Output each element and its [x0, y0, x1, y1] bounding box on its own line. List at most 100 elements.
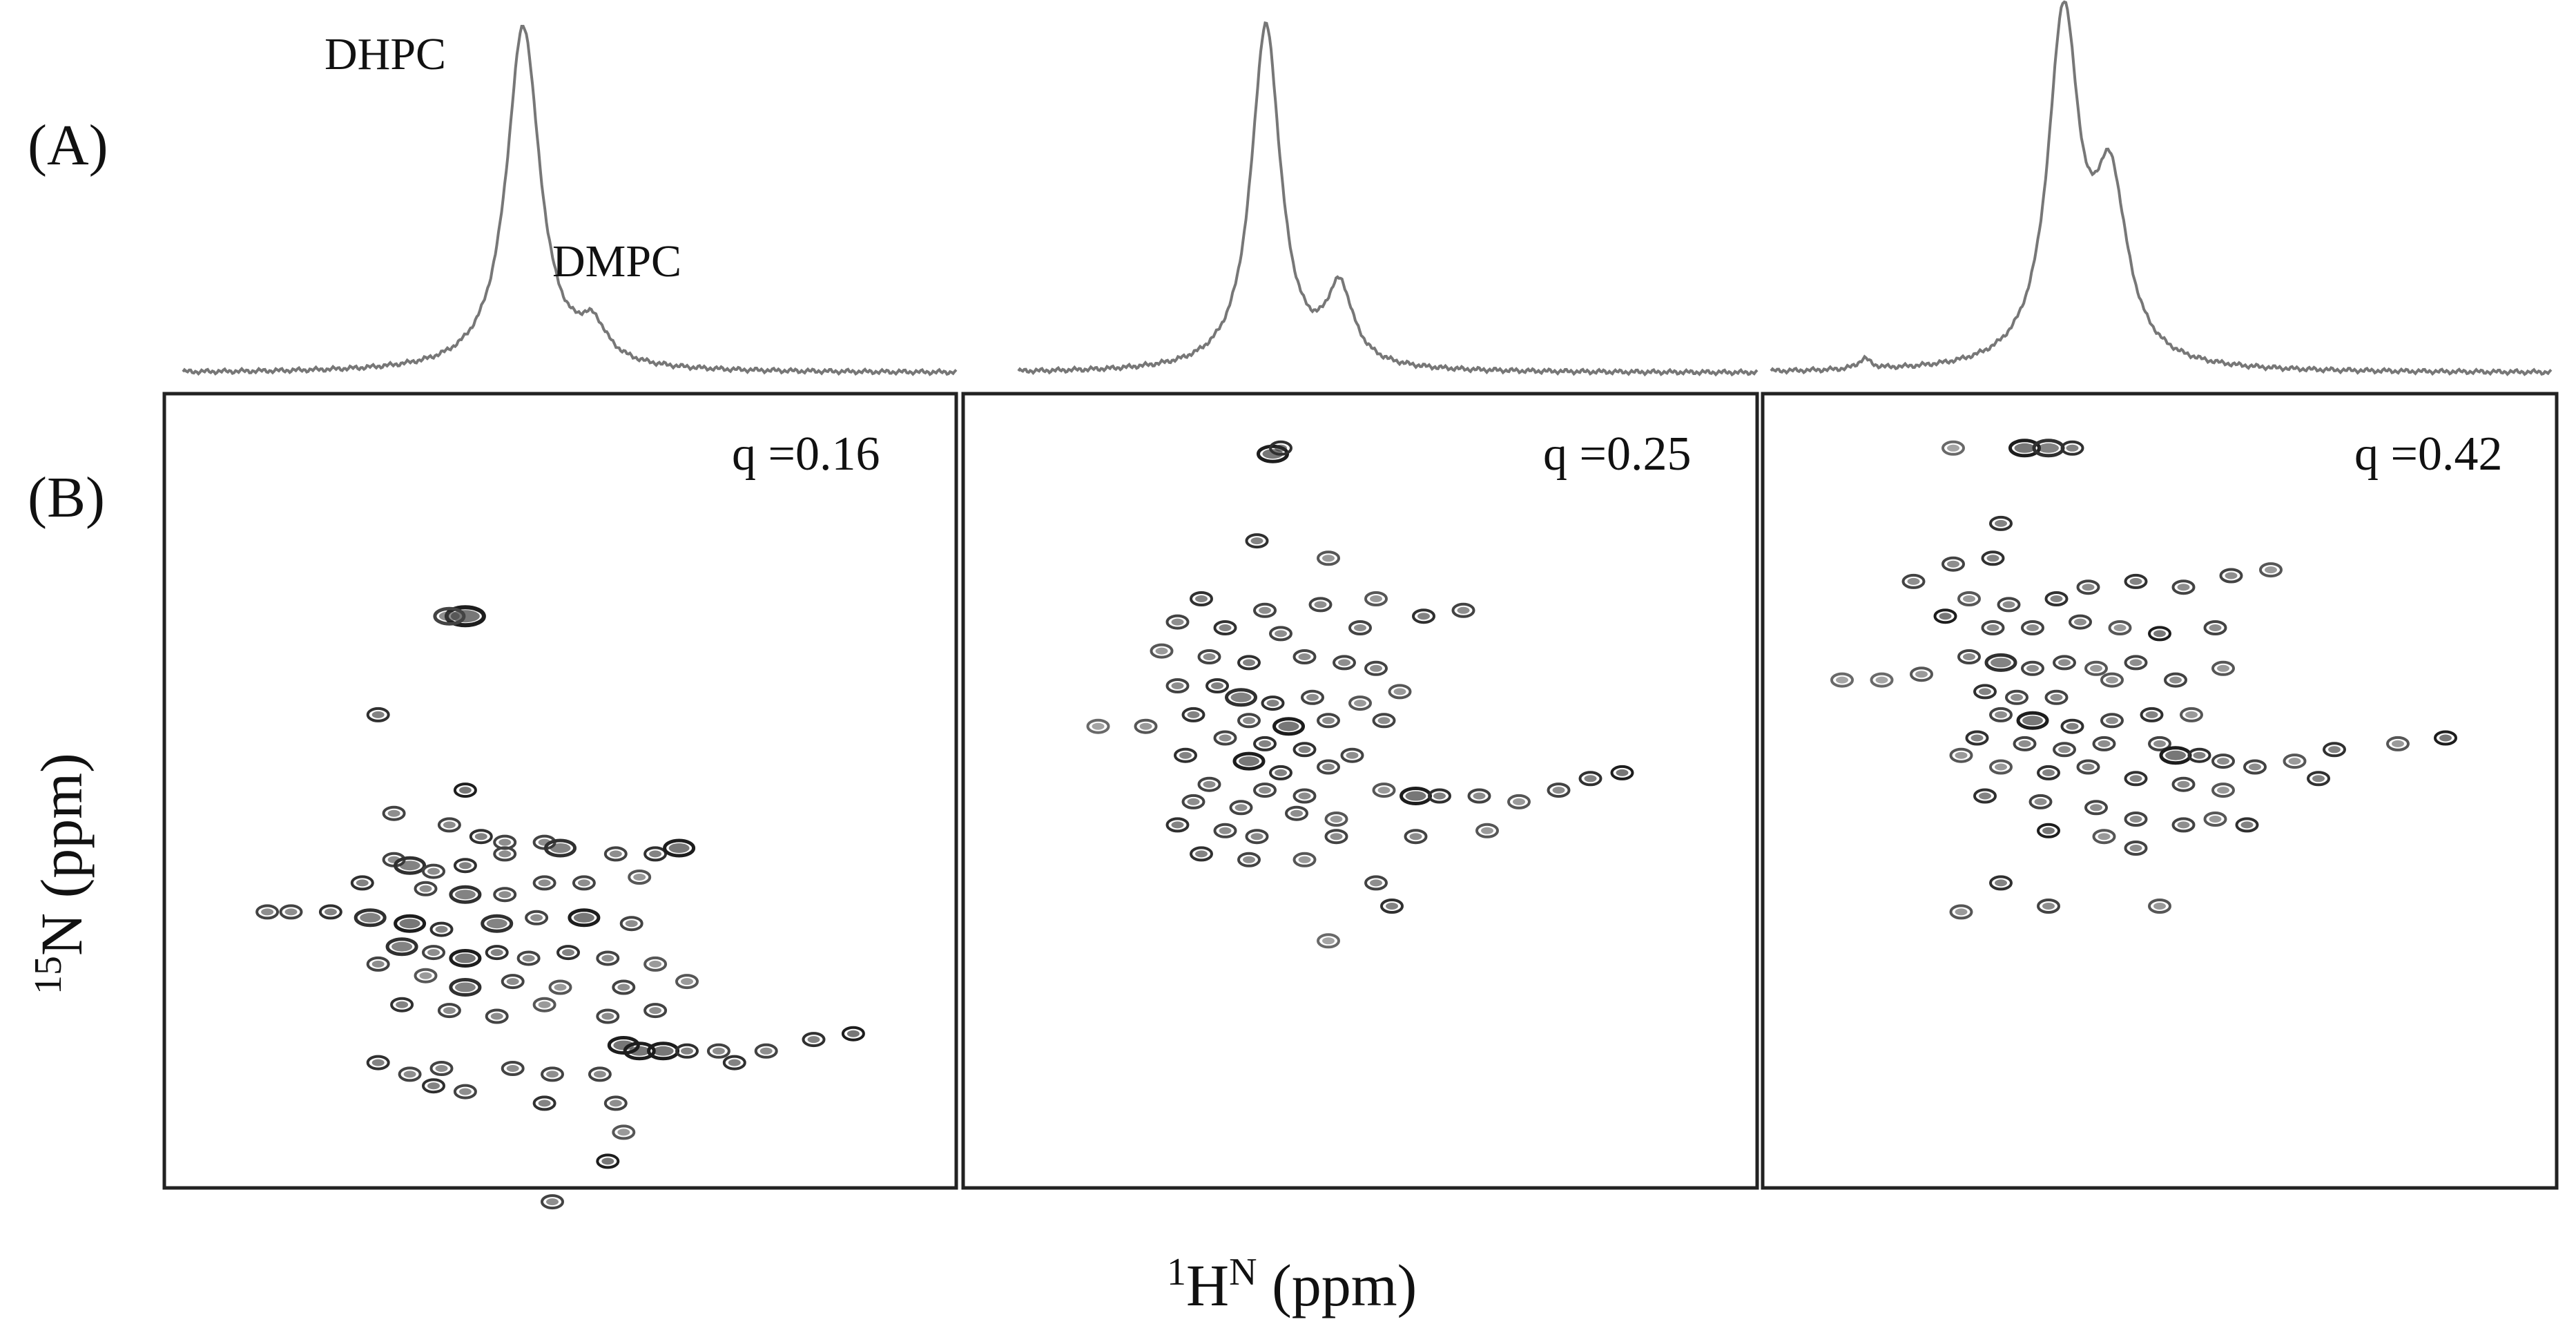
- hsqc-peak-core: [1187, 798, 1200, 805]
- x-axis-label: 1HN (ppm): [1167, 1251, 1417, 1318]
- hsqc-peak: [279, 904, 303, 920]
- hsqc-peak-core: [1262, 449, 1284, 459]
- hsqc-peak: [1190, 591, 1213, 606]
- hsqc-peak-core: [454, 953, 476, 963]
- hsqc-peak: [1197, 649, 1221, 664]
- hsqc-peak-core: [443, 1007, 456, 1015]
- hsqc-peak-core: [2217, 664, 2229, 672]
- hsqc-peak-core: [2249, 763, 2261, 771]
- hsqc-peak-core: [486, 919, 507, 929]
- hsqc-peak: [1269, 626, 1292, 642]
- hsqc-peak: [1412, 608, 1435, 624]
- hsqc-peak: [1232, 751, 1266, 771]
- hsqc-peak-core: [1970, 734, 1984, 742]
- hsqc-peak: [1165, 678, 1190, 693]
- hsqc-peak-core: [1991, 657, 2011, 668]
- hsqc-peak-core: [324, 908, 337, 916]
- hsqc-peak: [449, 978, 482, 997]
- hsqc-peak-core: [2169, 676, 2182, 684]
- hsqc-peak-core: [2225, 572, 2238, 579]
- panel-a-spectra: [182, 0, 2553, 377]
- hsqc-peak: [1507, 794, 1531, 809]
- hsqc-peak-core: [387, 809, 400, 817]
- hsqc-peak-core: [1616, 769, 1629, 776]
- hsqc-peak: [1364, 591, 1388, 606]
- hsqc-peak: [1364, 660, 1388, 676]
- hsqc-peak: [2164, 672, 2187, 688]
- hsqc-peak: [1610, 765, 1634, 780]
- hsqc-peak-core: [1836, 676, 1848, 684]
- hsqc-peak-core: [1171, 682, 1184, 689]
- hsqc-peak: [1941, 440, 1965, 456]
- hsqc-peak: [2148, 626, 2171, 642]
- hsqc-peak-core: [550, 843, 571, 853]
- hsqc-peak: [1292, 852, 1317, 867]
- hsqc-peak-core: [427, 1082, 440, 1090]
- hsqc-peak-core: [593, 1071, 606, 1078]
- hsqc-peak: [643, 1003, 668, 1019]
- hsqc-peak-core: [1275, 769, 1287, 776]
- hsqc-peak-core: [2113, 624, 2127, 631]
- hsqc-peak-core: [1995, 711, 2007, 718]
- hsqc-peak: [1237, 655, 1261, 671]
- hsqc-peak: [485, 945, 509, 961]
- hsqc-peak-core: [371, 1059, 385, 1066]
- hsqc-peak: [2283, 753, 2307, 769]
- hsqc-peak: [1467, 788, 1491, 804]
- hsqc-peak-core: [1322, 555, 1335, 562]
- hsqc-peak: [628, 870, 652, 885]
- hsqc-peak-core: [2153, 903, 2166, 910]
- hsqc-peak-core: [649, 1007, 662, 1015]
- hsqc-peak: [1190, 846, 1213, 862]
- x-axis-label-text: (ppm): [1257, 1252, 1417, 1318]
- dhpc-peak-label: DHPC: [325, 29, 446, 79]
- spectrum-line-2: [1017, 21, 1759, 377]
- hsqc-peak-core: [601, 1158, 614, 1165]
- hsqc-peak: [1981, 550, 2005, 566]
- hsqc-peak: [493, 846, 517, 862]
- hsqc-peak: [422, 863, 445, 879]
- hsqc-peak-core: [1211, 682, 1223, 689]
- hsqc-peak-core: [538, 879, 551, 887]
- hsqc-peak-core: [506, 1065, 519, 1072]
- hsqc-frame-1: [162, 392, 958, 1190]
- hsqc-peak: [2021, 620, 2044, 635]
- hsqc-peak: [612, 979, 636, 995]
- hsqc-peak: [1428, 788, 1451, 804]
- hsqc-peak: [2187, 747, 2211, 763]
- hsqc-peak-core: [391, 941, 413, 952]
- hsqc-peak-core: [2058, 746, 2071, 753]
- hsqc-peak-core: [712, 1047, 725, 1055]
- hsqc-peak-core: [2129, 816, 2142, 823]
- hsqc-peak-core: [649, 960, 662, 968]
- hsqc-peak-core: [1386, 903, 1398, 910]
- hsqc-peak-core: [458, 787, 472, 794]
- hsqc-peak-core: [1314, 601, 1327, 608]
- hsqc-peak-core: [562, 949, 574, 957]
- hsqc-peak: [1965, 730, 1989, 746]
- hsqc-peak: [2044, 689, 2069, 705]
- hsqc-peak: [2203, 812, 2227, 827]
- hsqc-peak-core: [2002, 601, 2015, 608]
- hsqc-peak: [1181, 794, 1205, 809]
- hsqc-peak: [532, 997, 556, 1012]
- hsqc-peak-core: [1298, 856, 1311, 863]
- hsqc-peak-core: [1322, 763, 1335, 771]
- hsqc-peak-core: [1995, 879, 2007, 887]
- hsqc-peak: [2171, 776, 2196, 792]
- hsqc-peak: [1348, 695, 1372, 711]
- hsqc-peak-core: [633, 874, 646, 881]
- hsqc-peak-core: [530, 914, 543, 921]
- hsqc-peak: [1997, 597, 2021, 613]
- hsqc-peak: [1237, 852, 1261, 867]
- hsqc-peak: [603, 1095, 628, 1111]
- hsqc-peak: [449, 949, 482, 968]
- hsqc-peak: [532, 1095, 556, 1111]
- hsqc-peak: [1380, 899, 1404, 914]
- hsqc-peak: [1285, 805, 1308, 821]
- hsqc-peak: [318, 904, 342, 920]
- hsqc-peak-core: [458, 862, 472, 870]
- hsqc-peak: [1989, 707, 2013, 722]
- hsqc-peak: [1340, 747, 1364, 763]
- hsqc-peak-core: [427, 949, 440, 957]
